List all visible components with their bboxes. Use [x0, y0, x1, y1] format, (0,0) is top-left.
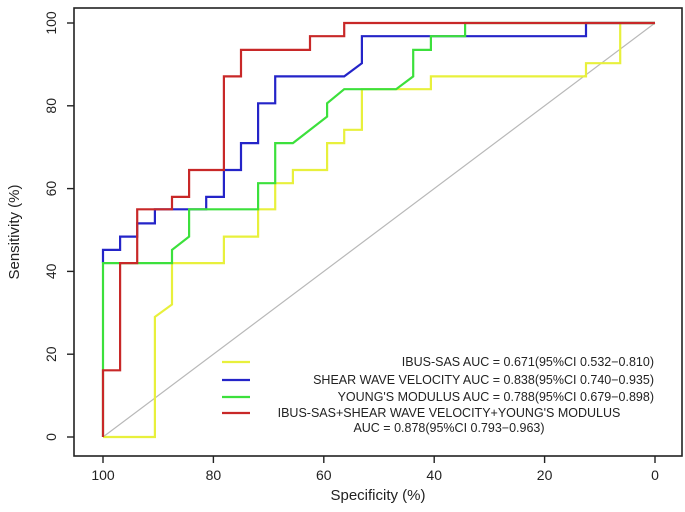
axes: 100 80 60 40 20 0 0 20 40 60 80 100	[43, 11, 659, 483]
reference-line	[102, 22, 656, 438]
x-tick-label: 20	[537, 467, 553, 483]
roc-curve-3	[101, 21, 655, 437]
roc-curve-4	[101, 21, 655, 437]
roc-curve-2	[101, 21, 655, 264]
legend-label-3: YOUNG'S MODULUS AUC = 0.788(95%CI 0.679−…	[338, 390, 654, 404]
x-axis-title: Specificity (%)	[330, 487, 425, 504]
y-axis-title: Sensitivity (%)	[6, 184, 23, 279]
y-tick-label: 20	[43, 346, 59, 362]
y-tick-label: 60	[43, 181, 59, 197]
x-tick-label: 100	[91, 467, 115, 483]
y-tick-label: 40	[43, 263, 59, 279]
legend: IBUS-SAS AUC = 0.671(95%CI 0.532−0.810) S…	[222, 355, 654, 435]
plot-frame	[73, 7, 683, 457]
x-tick-label: 60	[316, 467, 332, 483]
series-group	[101, 21, 655, 439]
x-tick-label: 40	[426, 467, 442, 483]
x-tick-label: 0	[651, 467, 659, 483]
y-tick-label: 100	[43, 11, 59, 35]
x-tick-label: 80	[206, 467, 222, 483]
reference-diagonal	[102, 22, 656, 438]
roc-curve-1	[103, 21, 655, 439]
legend-label-1: IBUS-SAS AUC = 0.671(95%CI 0.532−0.810)	[402, 355, 654, 369]
legend-label-4-line2: AUC = 0.878(95%CI 0.793−0.963)	[353, 421, 544, 435]
legend-label-4: IBUS-SAS+SHEAR WAVE VELOCITY+YOUNG'S MOD…	[278, 406, 621, 420]
y-tick-label: 0	[43, 433, 59, 441]
y-tick-label: 80	[43, 98, 59, 114]
legend-label-2: SHEAR WAVE VELOCITY AUC = 0.838(95%CI 0.…	[313, 373, 654, 387]
